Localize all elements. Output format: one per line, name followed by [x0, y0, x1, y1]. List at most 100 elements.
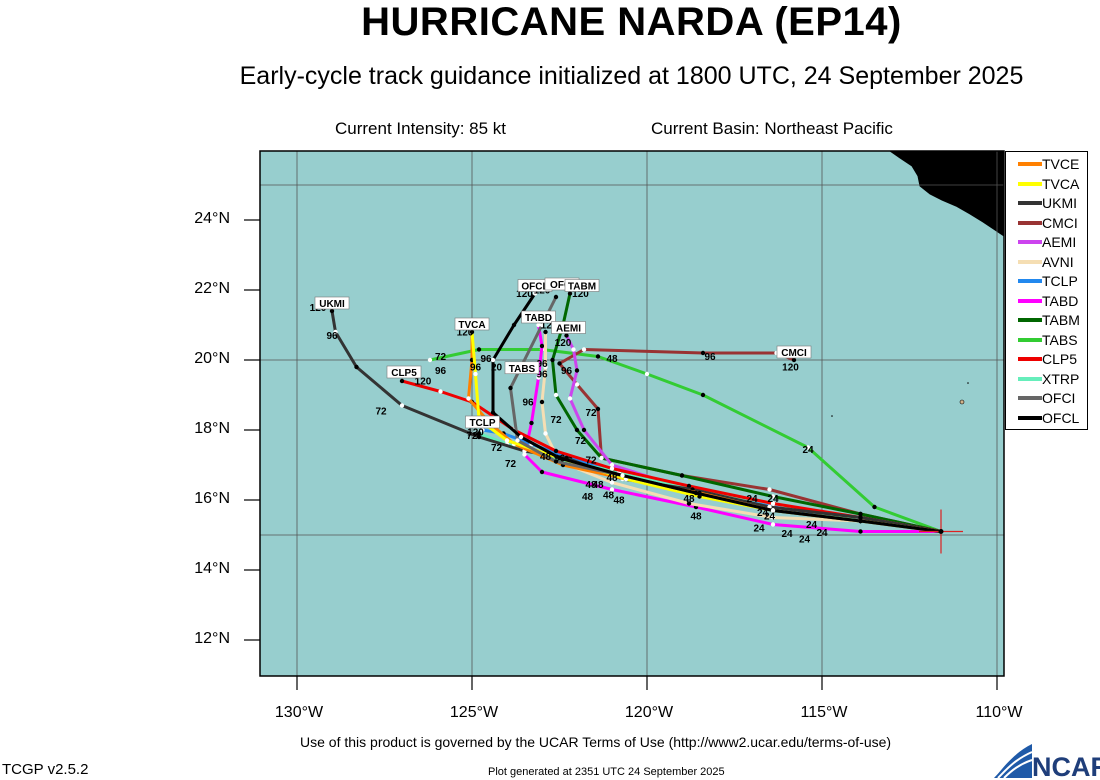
track-point [686, 501, 692, 506]
model-tracks [329, 291, 942, 534]
lat-label: 16°N [194, 490, 230, 507]
track-point [574, 368, 580, 373]
lon-label: 130°W [274, 704, 324, 721]
track-point [564, 333, 569, 338]
model-legend: TVCE TVCA UKMI CMCI AEMI AVNI TCLP TABD TABM TABS… [1005, 151, 1088, 430]
legend-label: TVCA [1042, 175, 1080, 192]
ocean-area [260, 151, 1004, 676]
track-point [595, 354, 601, 359]
track-point [791, 357, 797, 363]
forecast-hour-label: 20 [491, 363, 503, 374]
island [967, 382, 969, 384]
track-point [508, 385, 513, 391]
track-point [609, 487, 615, 492]
track-point [466, 396, 471, 401]
track-point [490, 357, 496, 363]
forecast-hour-label: 48 [603, 490, 615, 501]
forecast-hour-label: 72 [550, 415, 562, 426]
legend-label: UKMI [1042, 195, 1077, 211]
forecast-hour-label: 96 [536, 359, 548, 370]
model-end-label-box [504, 361, 540, 375]
model-end-label-box [454, 317, 490, 331]
track-point [567, 396, 573, 401]
track-point [539, 399, 545, 405]
legend-item-tvce: TVCE [1006, 156, 1096, 176]
track-point [511, 322, 517, 328]
legend-item-ofci: OFCI [1006, 390, 1096, 410]
track-point [599, 455, 604, 461]
legend-swatch [1018, 201, 1042, 205]
model-end-label-box [776, 345, 812, 359]
graticule [260, 151, 1004, 676]
forecast-hour-label: 72 [491, 443, 503, 454]
track-point [522, 452, 527, 457]
track-point [539, 343, 545, 349]
track-point [518, 434, 524, 440]
track-point [693, 490, 699, 496]
track-point [532, 291, 538, 296]
track-point [872, 504, 877, 510]
track-point [770, 522, 776, 527]
track-point [504, 438, 510, 443]
forecast-hour-label: 48 [592, 480, 604, 491]
forecast-hour-label: 48 [585, 480, 597, 491]
forecast-hour-label: 96 [435, 366, 447, 377]
plot-frame [259, 150, 1005, 677]
track-point [333, 329, 338, 335]
ncar-logo-text: NCAR [1032, 752, 1100, 780]
lat-label: 12°N [194, 630, 230, 647]
forecast-hour-label: 120 [572, 289, 589, 300]
track-point [574, 427, 580, 433]
ncar-logo-mark [994, 744, 1032, 778]
track-point [427, 357, 433, 363]
track-point [438, 389, 443, 394]
page-title: HURRICANE NARDA (EP14) [361, 0, 902, 44]
legend-item-avni: AVNI [1006, 254, 1096, 274]
track-point [767, 487, 772, 492]
model-end-label: TABM [568, 282, 596, 293]
model-end-label: TCLP [469, 418, 495, 429]
legend-item-cmci: CMCI [1006, 215, 1096, 235]
forecast-hour-label: 72 [375, 406, 387, 417]
track-point [805, 445, 811, 450]
current-intensity: Current Intensity: 85 kt [335, 119, 507, 138]
track-point [536, 322, 541, 328]
legend-swatch [1018, 259, 1042, 264]
model-end-label-box [314, 296, 350, 310]
legend-label: TABD [1042, 292, 1079, 309]
model-end-label: CLP5 [391, 368, 417, 379]
track-point [553, 448, 559, 454]
track-point [858, 511, 863, 517]
lon-label: 110°W [975, 704, 1023, 721]
legend-item-ukmi: UKMI [1006, 195, 1096, 215]
forecast-hour-label: 24 [767, 494, 779, 505]
legend-swatch [1018, 279, 1042, 283]
forecast-hour-label: 48 [613, 496, 625, 507]
forecast-hour-label: 24 [806, 520, 818, 531]
track-point [858, 529, 863, 534]
legend-item-tabs: TABS [1006, 332, 1096, 352]
page-subtitle: Early-cycle track guidance initialized a… [239, 62, 1024, 90]
forecast-hour-label: 24 [799, 535, 811, 546]
track-point [557, 361, 562, 366]
track-point [858, 518, 863, 524]
forecast-hour-label: 120 [467, 427, 484, 438]
track-point [543, 431, 548, 436]
forecast-hour-label: 72 [585, 455, 597, 466]
track-point [700, 392, 706, 398]
legend-label: OFCL [1042, 409, 1080, 426]
forecast-hour-label: 24 [757, 508, 769, 519]
plot-generated-timestamp: Plot generated at 2351 UTC 24 September … [488, 766, 725, 778]
forecast-hour-label: 120 [555, 338, 572, 349]
forecast-hour-label: 96 [326, 331, 338, 342]
lon-label: 115°W [800, 704, 848, 721]
legend-item-tabm: TABM [1006, 312, 1096, 332]
lon-label: 120°W [624, 704, 674, 721]
track-point [770, 508, 776, 513]
ncar-logo-mark [997, 751, 1033, 779]
model-end-label: TABD [525, 313, 552, 324]
track-point [770, 494, 776, 499]
version-label: TCGP v2.5.2 [2, 761, 89, 778]
model-end-label-box [521, 310, 556, 324]
